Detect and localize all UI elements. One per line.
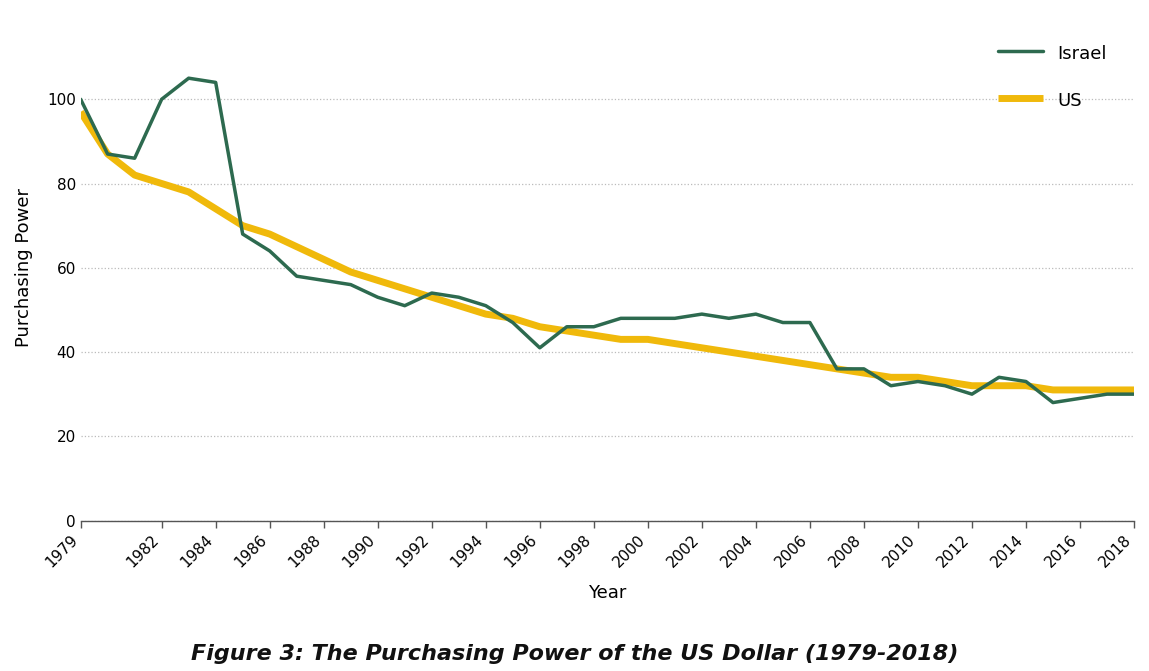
Israel <box>452 293 465 301</box>
US <box>695 344 709 352</box>
US <box>830 365 843 373</box>
US <box>641 336 655 344</box>
Line: Israel: Israel <box>80 79 1134 403</box>
US <box>560 327 573 335</box>
US <box>884 373 897 381</box>
Israel <box>722 314 735 322</box>
US <box>857 369 871 377</box>
US <box>992 382 1005 390</box>
US <box>263 230 277 238</box>
Israel <box>506 319 519 327</box>
Israel <box>749 310 763 318</box>
Israel <box>884 382 897 390</box>
Israel <box>614 314 627 322</box>
Israel <box>1046 399 1059 407</box>
US <box>425 293 439 301</box>
Israel <box>182 74 195 83</box>
US <box>1100 386 1113 394</box>
US <box>749 352 763 360</box>
US <box>965 382 979 390</box>
Israel <box>317 276 331 285</box>
Israel <box>74 95 87 103</box>
US <box>1127 386 1141 394</box>
Israel <box>371 293 385 301</box>
US <box>803 360 817 368</box>
US <box>911 373 925 381</box>
US <box>74 108 87 116</box>
US <box>101 150 115 158</box>
Israel <box>830 365 843 373</box>
Legend: Israel, US: Israel, US <box>980 24 1125 130</box>
US <box>506 314 519 322</box>
Israel <box>425 289 439 297</box>
US <box>290 243 303 251</box>
Israel <box>155 95 169 103</box>
Israel <box>641 314 655 322</box>
US <box>128 171 141 179</box>
Israel <box>857 365 871 373</box>
Israel <box>344 280 357 289</box>
US <box>722 348 735 356</box>
Israel <box>587 323 601 331</box>
Text: Figure 3: The Purchasing Power of the US Dollar (1979-2018): Figure 3: The Purchasing Power of the US… <box>191 644 958 664</box>
US <box>344 268 357 276</box>
US <box>479 310 493 318</box>
Israel <box>695 310 709 318</box>
Israel <box>128 154 141 162</box>
US <box>776 356 789 364</box>
Y-axis label: Purchasing Power: Purchasing Power <box>15 189 33 348</box>
Israel <box>668 314 681 322</box>
US <box>587 331 601 340</box>
US <box>371 276 385 285</box>
Israel <box>965 390 979 398</box>
US <box>317 255 331 263</box>
Israel <box>479 302 493 310</box>
Israel <box>398 302 411 310</box>
US <box>938 378 951 386</box>
Israel <box>101 150 115 158</box>
Israel <box>209 79 223 87</box>
Israel <box>533 344 547 352</box>
US <box>182 188 195 196</box>
Israel <box>236 230 249 238</box>
X-axis label: Year: Year <box>588 584 626 603</box>
Israel <box>1100 390 1113 398</box>
Israel <box>560 323 573 331</box>
US <box>155 179 169 187</box>
Israel <box>1127 390 1141 398</box>
Israel <box>911 378 925 386</box>
Israel <box>290 272 303 280</box>
Israel <box>263 247 277 255</box>
US <box>668 340 681 348</box>
US <box>1046 386 1059 394</box>
US <box>533 323 547 331</box>
US <box>1019 382 1033 390</box>
US <box>1073 386 1087 394</box>
Israel <box>1019 378 1033 386</box>
Israel <box>992 373 1005 381</box>
Israel <box>938 382 951 390</box>
US <box>614 336 627 344</box>
Israel <box>803 319 817 327</box>
Israel <box>1073 395 1087 403</box>
US <box>209 205 223 213</box>
US <box>236 221 249 229</box>
Israel <box>776 319 789 327</box>
Line: US: US <box>80 112 1134 390</box>
US <box>452 302 465 310</box>
US <box>398 285 411 293</box>
